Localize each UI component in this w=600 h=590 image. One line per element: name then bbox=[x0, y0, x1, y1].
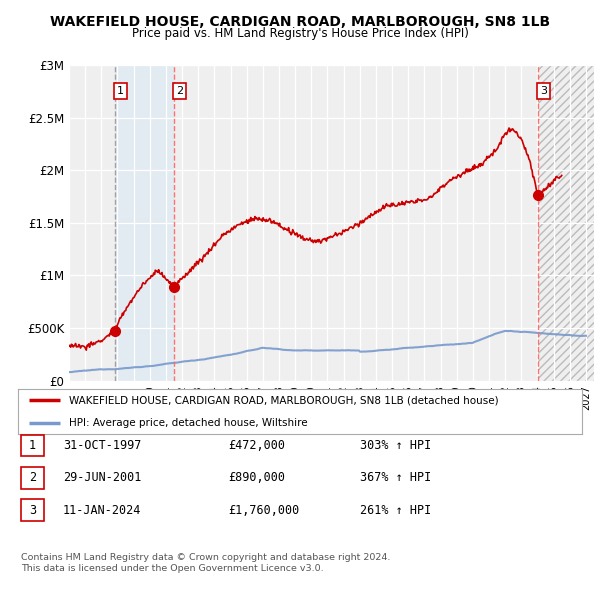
Bar bbox=[538, 65, 594, 381]
Text: HPI: Average price, detached house, Wiltshire: HPI: Average price, detached house, Wilt… bbox=[69, 418, 307, 428]
Text: 1: 1 bbox=[117, 86, 124, 96]
Text: 3: 3 bbox=[29, 504, 36, 517]
Text: Contains HM Land Registry data © Crown copyright and database right 2024.: Contains HM Land Registry data © Crown c… bbox=[21, 553, 391, 562]
Text: Price paid vs. HM Land Registry's House Price Index (HPI): Price paid vs. HM Land Registry's House … bbox=[131, 27, 469, 40]
Text: 2: 2 bbox=[29, 471, 36, 484]
Text: 303% ↑ HPI: 303% ↑ HPI bbox=[360, 439, 431, 452]
Text: WAKEFIELD HOUSE, CARDIGAN ROAD, MARLBOROUGH, SN8 1LB: WAKEFIELD HOUSE, CARDIGAN ROAD, MARLBORO… bbox=[50, 15, 550, 29]
Text: This data is licensed under the Open Government Licence v3.0.: This data is licensed under the Open Gov… bbox=[21, 565, 323, 573]
Text: £472,000: £472,000 bbox=[228, 439, 285, 452]
Text: £1,760,000: £1,760,000 bbox=[228, 504, 299, 517]
Text: 367% ↑ HPI: 367% ↑ HPI bbox=[360, 471, 431, 484]
Text: 2: 2 bbox=[176, 86, 183, 96]
Text: 3: 3 bbox=[540, 86, 547, 96]
Bar bbox=[538, 65, 594, 381]
Text: 261% ↑ HPI: 261% ↑ HPI bbox=[360, 504, 431, 517]
Text: WAKEFIELD HOUSE, CARDIGAN ROAD, MARLBOROUGH, SN8 1LB (detached house): WAKEFIELD HOUSE, CARDIGAN ROAD, MARLBORO… bbox=[69, 395, 499, 405]
Text: 31-OCT-1997: 31-OCT-1997 bbox=[63, 439, 142, 452]
Text: 1: 1 bbox=[29, 439, 36, 452]
Text: 11-JAN-2024: 11-JAN-2024 bbox=[63, 504, 142, 517]
Text: 29-JUN-2001: 29-JUN-2001 bbox=[63, 471, 142, 484]
Text: £890,000: £890,000 bbox=[228, 471, 285, 484]
Bar bbox=[115, 65, 174, 381]
